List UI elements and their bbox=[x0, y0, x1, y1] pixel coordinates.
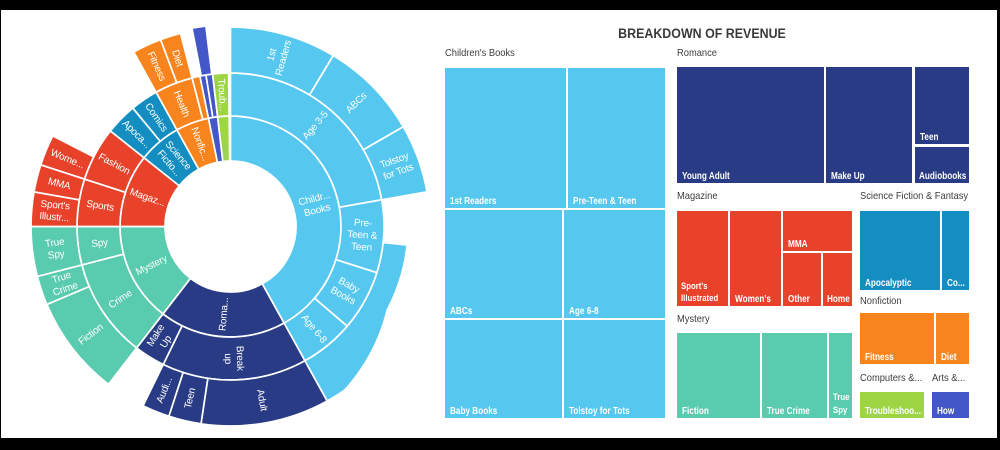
svg-text:Sports: Sports bbox=[86, 198, 115, 213]
svg-text:Spy: Spy bbox=[91, 237, 109, 250]
svg-text:Teen: Teen bbox=[182, 387, 197, 410]
svg-text:Adult: Adult bbox=[255, 388, 270, 412]
svg-text:Breakup: Breakup bbox=[222, 346, 246, 373]
svg-text:MMA: MMA bbox=[47, 176, 72, 192]
svg-text:Sport'sIllustr...: Sport'sIllustr... bbox=[39, 198, 71, 224]
svg-text:Pre-Teen &Teen: Pre-Teen &Teen bbox=[346, 217, 379, 254]
svg-text:Roma...: Roma... bbox=[217, 297, 231, 331]
svg-text:Diet: Diet bbox=[170, 48, 186, 68]
svg-text:TrueSpy: TrueSpy bbox=[44, 236, 67, 261]
svg-text:Troub...: Troub... bbox=[215, 78, 228, 111]
